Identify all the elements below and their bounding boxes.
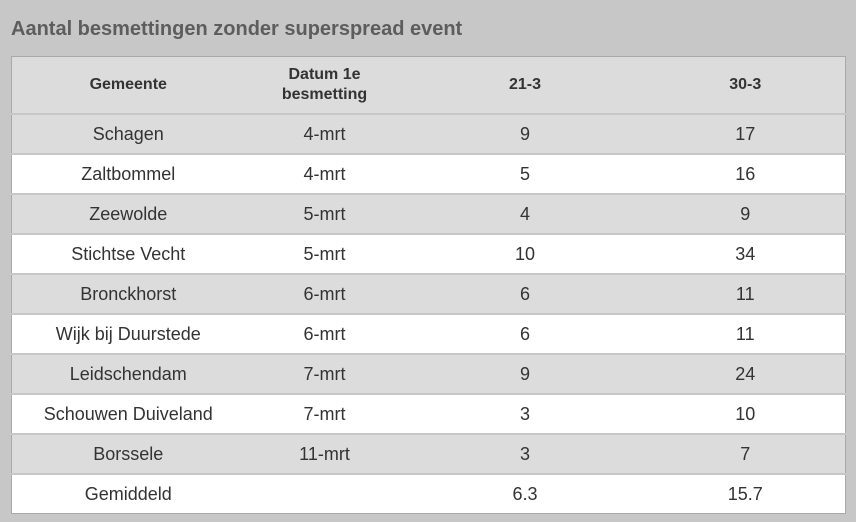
cell-30-3: 16 [645,154,846,195]
table-row: Leidschendam 7-mrt 9 24 [11,354,846,395]
cell-datum: 4-mrt [244,114,405,155]
cell-21-3: 6 [404,314,646,355]
table-title: Aantal besmettingen zonder superspread e… [11,18,463,40]
cell-gemeente: Schagen [11,114,245,155]
cell-30-3: 11 [645,314,846,355]
cell-30-3: 17 [645,114,846,155]
cell-gemeente: Leidschendam [11,354,245,395]
table-row: Wijk bij Duurstede 6-mrt 6 11 [11,314,846,355]
column-header-21-3: 21-3 [404,56,646,115]
cell-30-3: 34 [645,234,846,275]
cell-gemeente: Gemiddeld [11,474,245,514]
table-row: Schagen 4-mrt 9 17 [11,114,846,155]
cell-datum: 5-mrt [244,234,405,275]
cell-21-3: 5 [404,154,646,195]
column-header-datum-label: Datum 1e besmetting [281,66,368,103]
cell-30-3: 7 [645,434,846,475]
cell-21-3: 3 [404,394,646,435]
cell-21-3: 9 [404,114,646,155]
cell-30-3: 11 [645,274,846,315]
table-row: Stichtse Vecht 5-mrt 10 34 [11,234,846,275]
average-row: Gemiddeld 6.3 15.7 [11,474,846,514]
cell-gemeente: Borssele [11,434,245,475]
column-header-datum: Datum 1e besmetting [244,56,405,115]
table-row: Borssele 11-mrt 3 7 [11,434,846,475]
cell-30-3: 24 [645,354,846,395]
cell-datum: 6-mrt [244,274,405,315]
column-header-30-3: 30-3 [645,56,846,115]
cell-datum: 4-mrt [244,154,405,195]
cell-gemeente: Zaltbommel [11,154,245,195]
cell-gemeente: Stichtse Vecht [11,234,245,275]
cell-30-3: 9 [645,194,846,235]
cell-datum: 11-mrt [244,434,405,475]
cell-gemeente: Bronckhorst [11,274,245,315]
cell-gemeente: Wijk bij Duurstede [11,314,245,355]
table-row: Schouwen Duiveland 7-mrt 3 10 [11,394,846,435]
cell-datum: 5-mrt [244,194,405,235]
cell-gemeente: Schouwen Duiveland [11,394,245,435]
table-row: Bronckhorst 6-mrt 6 11 [11,274,846,315]
cell-datum: 7-mrt [244,354,405,395]
cell-datum [244,474,405,514]
cell-gemeente: Zeewolde [11,194,245,235]
cell-21-3: 4 [404,194,646,235]
cell-30-3: 15.7 [645,474,846,514]
column-header-gemeente: Gemeente [11,56,245,115]
cell-21-3: 6.3 [404,474,646,514]
cell-datum: 6-mrt [244,314,405,355]
cell-datum: 7-mrt [244,394,405,435]
table-row: Zeewolde 5-mrt 4 9 [11,194,846,235]
header-row: Gemeente Datum 1e besmetting 21-3 30-3 [11,56,846,115]
cell-30-3: 10 [645,394,846,435]
cell-21-3: 10 [404,234,646,275]
infections-table: Gemeente Datum 1e besmetting 21-3 30-3 S… [11,56,846,514]
cell-21-3: 3 [404,434,646,475]
table-row: Zaltbommel 4-mrt 5 16 [11,154,846,195]
cell-21-3: 9 [404,354,646,395]
cell-21-3: 6 [404,274,646,315]
